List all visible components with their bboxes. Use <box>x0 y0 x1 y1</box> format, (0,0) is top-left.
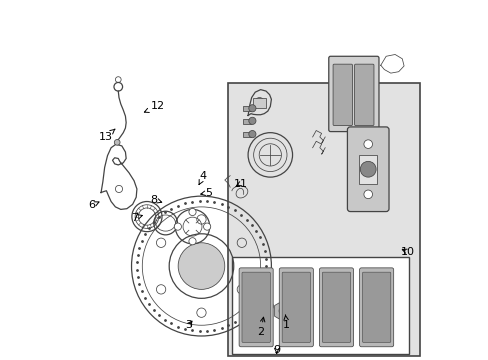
FancyBboxPatch shape <box>346 127 388 212</box>
Bar <box>228 83 419 356</box>
FancyBboxPatch shape <box>319 268 353 347</box>
FancyBboxPatch shape <box>362 272 390 342</box>
Text: 12: 12 <box>144 102 164 112</box>
Circle shape <box>114 139 120 145</box>
Bar <box>231 257 408 354</box>
Circle shape <box>258 299 273 314</box>
Circle shape <box>188 208 196 216</box>
Circle shape <box>262 303 269 310</box>
FancyBboxPatch shape <box>322 272 350 342</box>
Bar <box>359 155 376 184</box>
Circle shape <box>363 190 372 199</box>
Text: 3: 3 <box>185 320 192 330</box>
Circle shape <box>363 140 372 148</box>
Circle shape <box>188 238 196 245</box>
Circle shape <box>248 105 255 112</box>
FancyBboxPatch shape <box>354 64 373 126</box>
Text: 10: 10 <box>400 247 414 257</box>
Text: 4: 4 <box>199 171 206 185</box>
Bar <box>243 119 251 124</box>
Text: 11: 11 <box>233 179 247 189</box>
Bar <box>243 132 251 137</box>
Text: 13: 13 <box>99 129 115 142</box>
Polygon shape <box>274 300 293 321</box>
FancyBboxPatch shape <box>328 56 378 132</box>
FancyBboxPatch shape <box>242 272 270 342</box>
FancyBboxPatch shape <box>332 64 352 126</box>
FancyBboxPatch shape <box>279 268 313 347</box>
Text: 1: 1 <box>283 315 290 330</box>
Circle shape <box>203 223 210 230</box>
Circle shape <box>174 223 181 230</box>
Circle shape <box>248 117 255 125</box>
Circle shape <box>248 131 255 138</box>
FancyBboxPatch shape <box>359 268 393 347</box>
Text: 9: 9 <box>273 345 280 355</box>
Text: 2: 2 <box>257 317 264 337</box>
Circle shape <box>178 243 224 289</box>
Bar <box>253 98 265 108</box>
Text: 5: 5 <box>201 188 212 198</box>
Circle shape <box>360 161 375 177</box>
Bar <box>243 106 251 111</box>
Text: 8: 8 <box>150 195 162 205</box>
Text: 7: 7 <box>131 213 142 222</box>
FancyBboxPatch shape <box>282 272 310 342</box>
FancyBboxPatch shape <box>239 268 273 347</box>
Text: 6: 6 <box>88 200 99 210</box>
